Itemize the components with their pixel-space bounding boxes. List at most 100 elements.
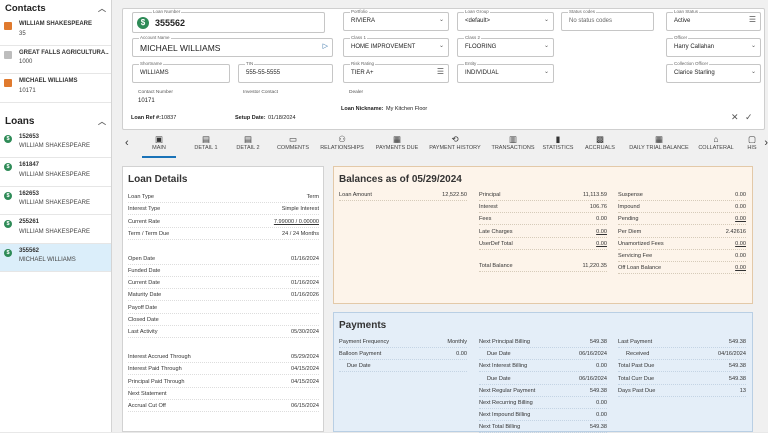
loan-item[interactable]: $355562 MICHAEL WILLIAMS xyxy=(0,243,111,272)
entity-label: Entity xyxy=(464,61,478,66)
house-icon: ⌂ xyxy=(713,134,719,144)
detail-label: Last Activity xyxy=(128,329,158,336)
detail-label: Funded Date xyxy=(128,267,161,274)
risk-rating-field[interactable]: Risk Rating TIER A+ ☰ xyxy=(343,61,449,83)
collection-officer-select[interactable]: Collection Officer Clarice Starling ⌄ xyxy=(666,61,761,83)
lookup-icon[interactable]: ▷ xyxy=(322,43,328,50)
tab-detail-2[interactable]: ▤ DETAIL 2 xyxy=(229,134,267,158)
tab-collateral[interactable]: ⌂ COLLATERAL xyxy=(694,134,738,158)
tab-accruals[interactable]: ▩ ACCRUALS xyxy=(581,134,619,158)
loan-group-select[interactable]: Loan Group <default> ⌄ xyxy=(457,9,554,31)
list-icon[interactable]: ☰ xyxy=(748,15,756,24)
list-icon[interactable]: ☰ xyxy=(436,67,444,76)
people-icon: ⚇ xyxy=(338,134,346,144)
shortname-field[interactable]: Shortname WILLIAMS xyxy=(132,61,230,83)
balance-row: Late Charges 0.00 xyxy=(479,226,607,238)
chevron-up-icon[interactable]: ︿ xyxy=(98,4,106,13)
loan-status-field[interactable]: Loan Status Active ☰ xyxy=(666,9,761,31)
tab-comments[interactable]: ▭ COMMENTS xyxy=(272,134,314,158)
tab-payment-history[interactable]: ⟲ PAYMENT HISTORY xyxy=(426,134,484,158)
loan-group-value: <default> xyxy=(465,18,491,24)
check-icon[interactable]: ✓ xyxy=(745,112,753,122)
shortname-label: Shortname xyxy=(139,61,164,66)
account-name-value: MICHAEL WILLIAMS xyxy=(140,43,221,53)
balance-value[interactable]: 0.00 xyxy=(735,216,746,223)
detail-label: Term / Term Due xyxy=(128,230,170,237)
chevron-left-icon[interactable]: ‹ xyxy=(125,137,129,149)
tab-detail-1[interactable]: ▤ DETAIL 1 xyxy=(187,134,225,158)
status-codes-label: Status codes xyxy=(568,9,597,14)
balance-value: 0.00 xyxy=(735,253,746,259)
contact-item[interactable]: WILLIAM SHAKESPEARE 35 xyxy=(0,17,111,46)
payment-label: Last Payment xyxy=(618,339,653,345)
detail-row xyxy=(128,240,319,252)
loans-list: $152653 WILLIAM SHAKESPEARE $161847 WILLIAM… xyxy=(0,130,111,272)
loan-item[interactable]: $161847 WILLIAM SHAKESPEARE xyxy=(0,158,111,187)
chevron-right-icon[interactable]: › xyxy=(764,137,768,149)
loan-item[interactable]: $162653 WILLIAM SHAKESPEARE xyxy=(0,187,111,215)
balance-row: UserDef Total 0.00 xyxy=(479,238,607,250)
tab-his[interactable]: ▢ HIS xyxy=(744,134,760,158)
payment-row: Next Impound Billing 0.00 xyxy=(479,409,607,422)
loan-number-field[interactable]: Loan Number $ 355562 xyxy=(132,9,325,33)
payments-title: Payments xyxy=(339,320,387,331)
class2-select[interactable]: Class 2 FLOORING ⌄ xyxy=(457,35,554,57)
payment-label: Due Date xyxy=(487,351,511,358)
loan-item[interactable]: $255261 WILLIAM SHAKESPEARE xyxy=(0,215,111,244)
account-name-field[interactable]: Account Name MICHAEL WILLIAMS ▷ xyxy=(132,35,333,57)
portfolio-select[interactable]: Portfolio RIVIERA ⌄ xyxy=(343,9,449,31)
balances-title: Balances as of 05/29/2024 xyxy=(339,174,462,185)
contacts-header[interactable]: Contacts ︿ xyxy=(0,0,111,17)
payment-label: Next Principal Billing xyxy=(479,339,530,345)
detail-row: Interest Paid Through 04/15/2024 xyxy=(128,363,319,376)
tab-daily-trial-balance[interactable]: ▦ DAILY TRIAL BALANCE xyxy=(629,134,689,158)
payment-label: Balloon Payment xyxy=(339,351,382,358)
close-icon[interactable]: ✕ xyxy=(731,112,739,122)
balance-row: Pending 0.00 xyxy=(618,213,746,226)
balance-label: Fees xyxy=(479,216,492,223)
tab-transactions[interactable]: ▥ TRANSACTIONS xyxy=(490,134,536,158)
nickname-value[interactable]: My Kitchen Floor xyxy=(386,106,428,112)
detail-row: Interest Type Simple Interest xyxy=(128,203,319,216)
detail-row: Last Activity 05/30/2024 xyxy=(128,326,319,339)
detail-value[interactable]: 7.99000 / 0.00000 xyxy=(273,218,319,225)
payment-row: Next Interest Billing 0.00 xyxy=(479,360,607,373)
balance-value[interactable]: 0.00 xyxy=(596,228,607,235)
tin-field[interactable]: TIN 555-55-5555 xyxy=(238,61,333,83)
detail-row: Open Date 01/16/2024 xyxy=(128,253,319,265)
tab-payments-due[interactable]: ▦ PAYMENTS DUE xyxy=(372,134,422,158)
payment-row: Total Curr Due 549.38 xyxy=(618,373,746,385)
balance-value[interactable]: 0.00 xyxy=(596,240,607,247)
balance-value[interactable]: 0.00 xyxy=(735,240,746,247)
balance-label: Impound xyxy=(618,204,640,211)
home-icon: ▣ xyxy=(154,134,164,144)
balance-row: Principal 11,113.59 xyxy=(479,189,607,201)
contact-number-value: 10171 xyxy=(138,98,155,104)
officer-select[interactable]: Officer Harry Callahan ⌄ xyxy=(666,35,761,57)
loan-item[interactable]: $152653 WILLIAM SHAKESPEARE xyxy=(0,130,111,158)
contact-item[interactable]: GREAT FALLS AGRICULTURA... 1000 xyxy=(0,46,111,74)
chevron-up-icon[interactable]: ︿ xyxy=(98,116,106,126)
tab-relationships[interactable]: ⚇ RELATIONSHIPS xyxy=(318,134,366,158)
contact-item[interactable]: MICHAEL WILLIAMS 10171 xyxy=(0,74,111,103)
loan-status-icon: $ xyxy=(137,17,149,29)
portfolio-value: RIVIERA xyxy=(351,18,376,24)
class2-value: FLOORING xyxy=(465,44,497,50)
status-codes-field[interactable]: Status codes No status codes xyxy=(561,9,654,31)
person-icon xyxy=(4,79,12,87)
loans-header[interactable]: Loans ︿ xyxy=(0,113,111,130)
balance-row: Unamortized Fees 0.00 xyxy=(618,238,746,250)
class1-select[interactable]: Class 1 HOME IMPROVEMENT ⌄ xyxy=(343,35,449,57)
detail-row: Payoff Date xyxy=(128,302,319,314)
loan-text: 355562 MICHAEL WILLIAMS xyxy=(19,247,76,268)
loan-number: 161847 xyxy=(19,162,40,168)
contact-text: MICHAEL WILLIAMS 10171 xyxy=(19,77,78,98)
entity-select[interactable]: Entity INDIVIDUAL ⌄ xyxy=(457,61,554,83)
tab-statistics[interactable]: ▮ STATISTICS xyxy=(540,134,576,158)
contacts-list: WILLIAM SHAKESPEARE 35 GREAT FALLS AGRICUL… xyxy=(0,17,111,103)
dollar-icon: $ xyxy=(4,191,12,200)
tab-main[interactable]: ▣ MAIN xyxy=(142,134,176,158)
balance-value[interactable]: 0.00 xyxy=(735,265,746,272)
contact-name: GREAT FALLS AGRICULTURA... xyxy=(19,49,109,56)
class1-value: HOME IMPROVEMENT xyxy=(351,44,416,50)
